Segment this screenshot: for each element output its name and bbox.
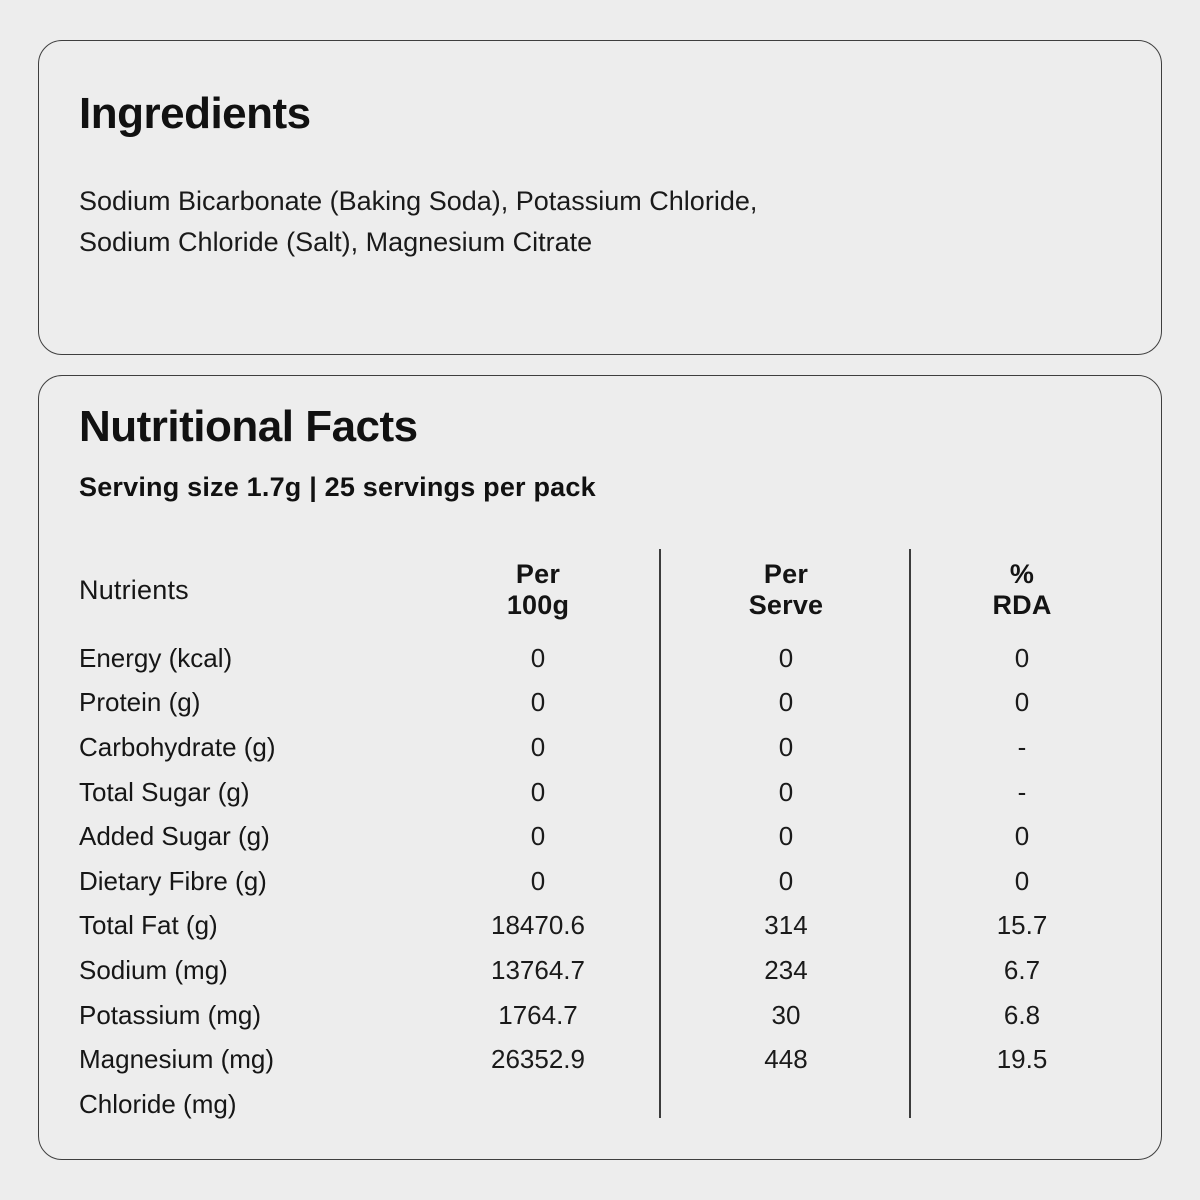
table-row: Potassium (mg) 1764.7 30 6.8: [79, 993, 1133, 1038]
per-serve-value: 314: [764, 910, 808, 941]
per-serve-value: 0: [778, 731, 794, 762]
nutrition-table: Nutrients Per 100g Per Serve % RDA Energ…: [79, 544, 1133, 1127]
ingredients-card: Ingredients Sodium Bicarbonate (Baking S…: [38, 40, 1162, 355]
per-100g-value: 26352.9: [491, 1044, 585, 1075]
rda-value: 0: [1014, 642, 1030, 673]
per-serve-value: 0: [778, 687, 794, 718]
nutrient-label: Magnesium (mg): [79, 1044, 275, 1075]
per-100g-value: 0: [530, 731, 546, 762]
ingredients-line-1: Sodium Bicarbonate (Baking Soda), Potass…: [79, 186, 758, 216]
header-rda: % RDA: [992, 559, 1052, 620]
table-header-row: Nutrients Per 100g Per Serve % RDA: [79, 544, 1133, 636]
header-per-serve: Per Serve: [748, 559, 824, 620]
per-serve-value: 0: [778, 776, 794, 807]
per-100g-value: 0: [530, 687, 546, 718]
per-100g-value: 0: [530, 821, 546, 852]
per-100g-value: 0: [530, 865, 546, 896]
table-row: Added Sugar (g) 0 0 0: [79, 814, 1133, 859]
rda-value: 15.7: [996, 910, 1048, 941]
nutrient-label: Dietary Fibre (g): [79, 865, 267, 896]
rda-value: -: [1017, 731, 1027, 762]
per-serve-value: 234: [764, 954, 808, 985]
rda-value: 0: [1014, 821, 1030, 852]
per-serve-value: 448: [764, 1044, 808, 1075]
table-row: Energy (kcal) 0 0 0: [79, 636, 1133, 681]
table-row: Protein (g) 0 0 0: [79, 681, 1133, 726]
per-serve-value: 30: [771, 999, 801, 1030]
table-row: Total Fat (g) 18470.6 314 15.7: [79, 904, 1133, 949]
rda-value: 6.7: [1003, 954, 1041, 985]
per-100g-value: 1764.7: [498, 999, 578, 1030]
nutrient-label: Potassium (mg): [79, 999, 262, 1030]
per-serve-value: 0: [778, 642, 794, 673]
nutrient-label: Protein (g): [79, 687, 201, 718]
nutrient-label: Total Fat (g): [79, 910, 218, 941]
column-divider-2: [909, 549, 911, 1118]
per-100g-value: 13764.7: [491, 954, 585, 985]
rda-value: 0: [1014, 687, 1030, 718]
table-row: Carbohydrate (g) 0 0 -: [79, 725, 1133, 770]
nutrient-label: Total Sugar (g): [79, 776, 250, 807]
per-100g-value: 18470.6: [491, 910, 585, 941]
rda-value: 6.8: [1003, 999, 1041, 1030]
rda-value: 19.5: [996, 1044, 1048, 1075]
ingredients-title: Ingredients: [79, 89, 311, 138]
table-row: Sodium (mg) 13764.7 234 6.7: [79, 948, 1133, 993]
nutrition-facts-title: Nutritional Facts: [79, 402, 418, 451]
rda-value: -: [1017, 776, 1027, 807]
table-row: Magnesium (mg) 26352.9 448 19.5: [79, 1037, 1133, 1082]
per-100g-value: 0: [530, 642, 546, 673]
nutrient-label: Added Sugar (g): [79, 821, 270, 852]
nutrition-facts-card: Nutritional Facts Serving size 1.7g | 25…: [38, 375, 1162, 1160]
nutrient-label: Sodium (mg): [79, 954, 228, 985]
per-100g-value: 0: [530, 776, 546, 807]
per-serve-value: 0: [778, 821, 794, 852]
ingredients-text: Sodium Bicarbonate (Baking Soda), Potass…: [79, 181, 757, 263]
ingredients-line-2: Sodium Chloride (Salt), Magnesium Citrat…: [79, 227, 593, 257]
column-divider-1: [659, 549, 661, 1118]
serving-size-line: Serving size 1.7g | 25 servings per pack: [79, 472, 596, 502]
table-row: Total Sugar (g) 0 0 -: [79, 770, 1133, 815]
header-nutrients: Nutrients: [79, 574, 189, 605]
nutrient-label: Energy (kcal): [79, 642, 233, 673]
rda-value: 0: [1014, 865, 1030, 896]
nutrient-label: Chloride (mg): [79, 1088, 237, 1119]
nutrient-label: Carbohydrate (g): [79, 731, 276, 762]
table-row: Chloride (mg): [79, 1082, 1133, 1127]
per-serve-value: 0: [778, 865, 794, 896]
table-row: Dietary Fibre (g) 0 0 0: [79, 859, 1133, 904]
header-per-100g: Per 100g: [506, 559, 570, 620]
